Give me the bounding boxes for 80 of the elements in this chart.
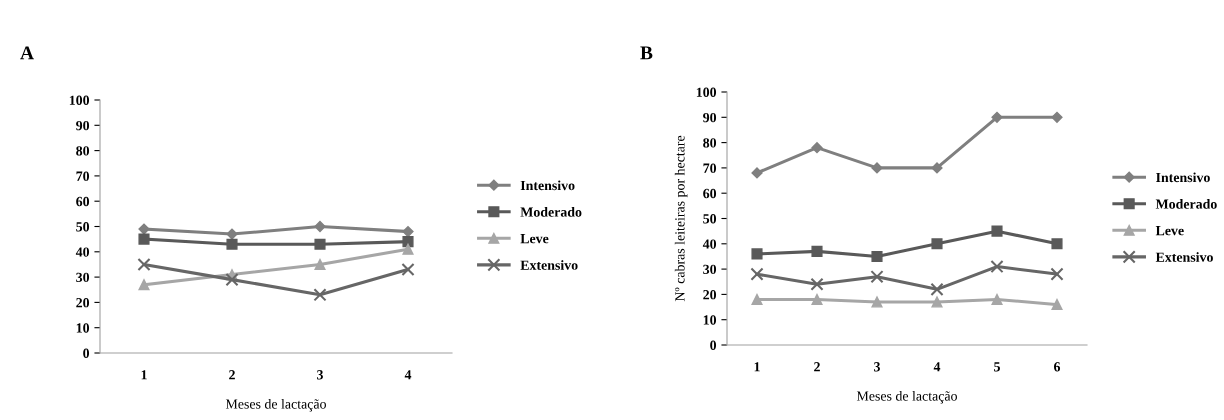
y-tick-label: 10 xyxy=(76,323,90,333)
y-tick-label: 70 xyxy=(76,171,90,181)
legend-label: Intensivo xyxy=(1156,172,1210,183)
point xyxy=(402,243,414,255)
x-axis-title: Meses de lactação xyxy=(856,390,957,404)
point xyxy=(314,258,326,271)
x-tick-label: 6 xyxy=(1054,362,1061,372)
point xyxy=(991,225,1003,237)
x-axis-title: Meses de lactação xyxy=(225,398,326,412)
point xyxy=(811,142,823,154)
y-tick-label: 0 xyxy=(83,348,90,358)
point xyxy=(751,248,763,260)
chart-title: A xyxy=(20,46,34,60)
y-tick-label: 10 xyxy=(703,315,717,325)
y-tick-label: 30 xyxy=(76,272,90,283)
point xyxy=(871,162,883,174)
point xyxy=(314,220,326,233)
y-tick-label: 90 xyxy=(76,120,90,131)
y-tick-label: 40 xyxy=(702,239,717,249)
y-tick-label: 80 xyxy=(76,146,90,156)
point xyxy=(931,162,943,174)
point xyxy=(1051,111,1063,123)
point xyxy=(1051,238,1063,250)
y-tick-label: 100 xyxy=(696,87,717,97)
point xyxy=(751,293,763,306)
legend-label: Leve xyxy=(1155,226,1184,236)
point xyxy=(314,238,326,250)
legend-label: Moderado xyxy=(1155,198,1217,209)
point xyxy=(225,273,239,287)
point xyxy=(991,293,1003,306)
point xyxy=(810,277,824,291)
point xyxy=(931,296,943,308)
x-tick-label: 5 xyxy=(994,362,1000,372)
point xyxy=(871,250,883,263)
x-tick-label: 1 xyxy=(141,370,147,380)
x-tick-label: 4 xyxy=(404,370,412,380)
legend-label: Moderado xyxy=(520,206,582,217)
point xyxy=(138,279,150,291)
point xyxy=(811,293,823,306)
point xyxy=(750,267,764,281)
y-tick-label: 90 xyxy=(703,112,717,123)
legend-label: Extensivo xyxy=(520,260,578,270)
point xyxy=(990,259,1004,274)
point xyxy=(313,288,327,302)
y-axis-title: Nº cabras leiteiras por hectare xyxy=(674,135,688,302)
x-tick-label: 3 xyxy=(317,370,323,380)
y-tick-label: 0 xyxy=(710,340,717,350)
point xyxy=(931,238,943,250)
point xyxy=(402,236,414,248)
point xyxy=(811,245,823,257)
y-tick-label: 100 xyxy=(69,95,90,105)
legend-label: Intensivo xyxy=(520,180,575,191)
x-tick-label: 1 xyxy=(754,362,760,372)
legend-label: Extensivo xyxy=(1155,252,1213,262)
point xyxy=(137,257,151,272)
y-tick-label: 80 xyxy=(703,138,717,148)
point xyxy=(401,262,415,277)
point xyxy=(930,282,944,296)
x-tick-label: 3 xyxy=(874,362,880,372)
point xyxy=(870,270,884,284)
point xyxy=(1051,298,1063,311)
point xyxy=(871,296,883,308)
legend-label: Leve xyxy=(520,234,549,244)
y-tick-label: 60 xyxy=(703,188,717,199)
y-tick-label: 50 xyxy=(76,222,90,232)
y-tick-label: 20 xyxy=(703,289,717,300)
x-tick-label: 4 xyxy=(933,362,941,372)
x-tick-label: 2 xyxy=(814,362,820,372)
x-tick-label: 2 xyxy=(229,370,235,380)
chart-title: B xyxy=(640,46,653,60)
y-tick-label: 50 xyxy=(703,214,717,224)
point xyxy=(226,238,238,250)
y-tick-label: 70 xyxy=(703,163,717,173)
point xyxy=(138,233,150,245)
y-tick-label: 30 xyxy=(703,264,717,275)
point xyxy=(1050,267,1064,281)
y-tick-label: 60 xyxy=(76,196,90,207)
y-tick-label: 20 xyxy=(76,297,90,308)
y-tick-label: 40 xyxy=(75,247,90,257)
point xyxy=(991,111,1003,123)
